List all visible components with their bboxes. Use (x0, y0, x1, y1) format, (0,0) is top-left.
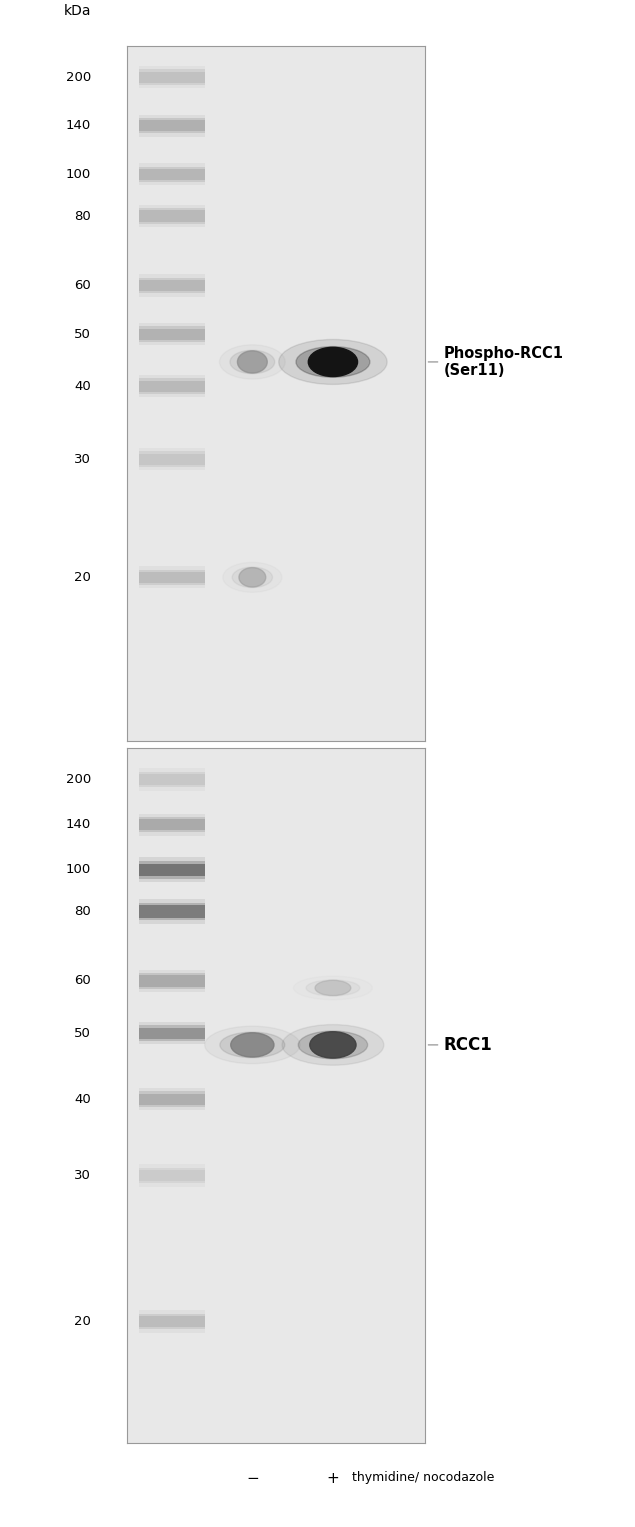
Text: RCC1: RCC1 (428, 1035, 492, 1054)
Ellipse shape (296, 347, 370, 377)
Text: 60: 60 (74, 279, 91, 292)
Text: 80: 80 (74, 906, 91, 918)
Ellipse shape (298, 1031, 368, 1058)
Text: 40: 40 (74, 1093, 91, 1106)
Text: kDa: kDa (64, 5, 91, 18)
Text: 140: 140 (66, 818, 91, 831)
Text: 60: 60 (74, 974, 91, 988)
Ellipse shape (306, 980, 360, 996)
Text: 50: 50 (74, 328, 91, 341)
Text: 20: 20 (74, 1315, 91, 1328)
Ellipse shape (239, 568, 266, 586)
Text: 100: 100 (66, 168, 91, 180)
Text: 30: 30 (74, 1170, 91, 1182)
Text: 20: 20 (74, 571, 91, 583)
Ellipse shape (282, 1025, 384, 1066)
Text: 50: 50 (74, 1026, 91, 1040)
Text: −: − (246, 1471, 258, 1486)
Ellipse shape (232, 567, 272, 588)
Ellipse shape (309, 347, 358, 377)
Ellipse shape (204, 1026, 300, 1064)
Text: +: + (326, 1471, 339, 1486)
Ellipse shape (310, 1032, 356, 1058)
Ellipse shape (220, 1032, 285, 1058)
Text: 40: 40 (74, 380, 91, 392)
Text: 140: 140 (66, 119, 91, 133)
Ellipse shape (279, 339, 387, 385)
Ellipse shape (231, 1032, 274, 1057)
Text: 200: 200 (66, 70, 91, 84)
Ellipse shape (223, 562, 282, 592)
Text: thymidine/ nocodazole: thymidine/ nocodazole (352, 1471, 495, 1484)
Text: 80: 80 (74, 209, 91, 223)
Ellipse shape (230, 350, 275, 374)
Text: 200: 200 (66, 773, 91, 786)
Text: 30: 30 (74, 452, 91, 466)
Text: 100: 100 (66, 863, 91, 876)
Text: Phospho-RCC1
(Ser11): Phospho-RCC1 (Ser11) (428, 345, 563, 379)
Ellipse shape (220, 345, 285, 379)
Ellipse shape (237, 351, 267, 373)
Ellipse shape (315, 980, 351, 996)
